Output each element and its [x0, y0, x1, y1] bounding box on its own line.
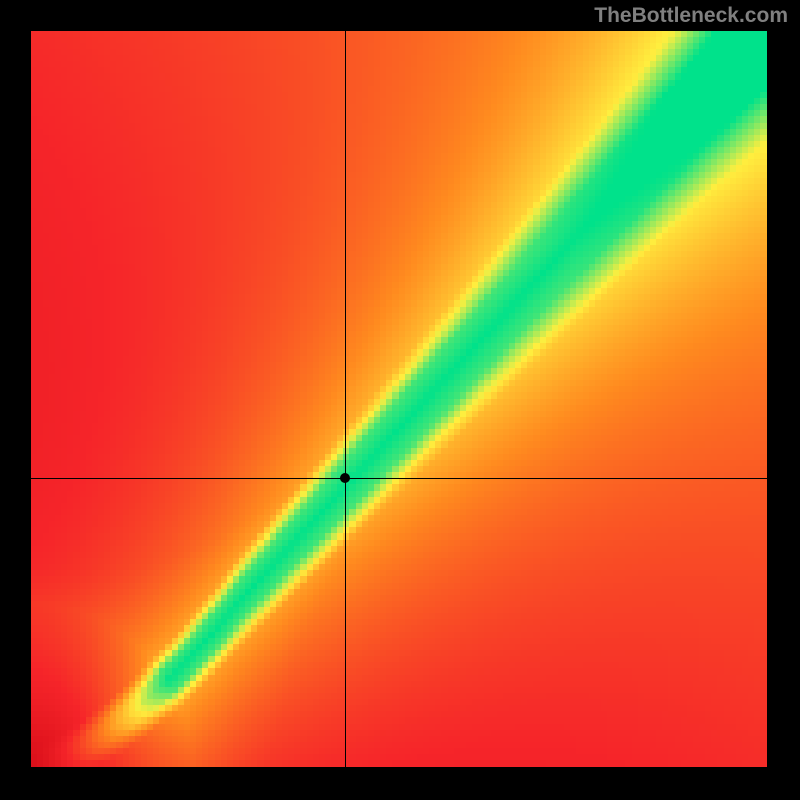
chart-frame: TheBottleneck.com: [0, 0, 800, 800]
crosshair-vertical: [345, 31, 346, 767]
heatmap-area: [31, 31, 767, 767]
watermark-text: TheBottleneck.com: [594, 4, 788, 28]
heatmap-canvas: [31, 31, 767, 767]
marker-dot: [340, 473, 350, 483]
crosshair-horizontal: [31, 478, 767, 479]
